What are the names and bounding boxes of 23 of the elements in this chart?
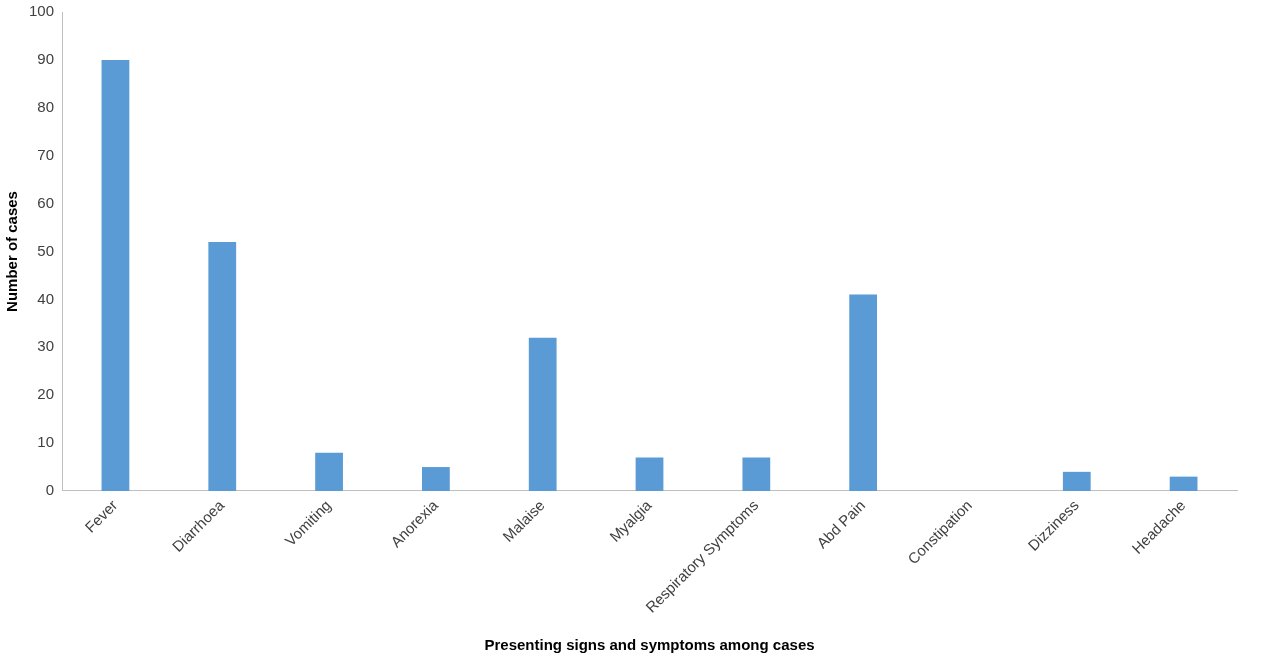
bar bbox=[635, 457, 664, 491]
y-tick-label: 60 bbox=[37, 193, 55, 211]
y-tick-label: 0 bbox=[45, 481, 55, 499]
y-tick-label: 80 bbox=[37, 97, 55, 115]
y-tick-label: 10 bbox=[37, 433, 55, 451]
x-axis-title: Presenting signs and symptoms among cases bbox=[484, 636, 815, 654]
bar bbox=[208, 241, 237, 491]
y-tick-label: 100 bbox=[29, 2, 55, 20]
y-axis-title: Number of cases bbox=[3, 191, 21, 312]
bar bbox=[742, 457, 771, 491]
y-tick-label: 50 bbox=[37, 241, 55, 259]
bar bbox=[1062, 471, 1091, 491]
y-tick-label: 40 bbox=[37, 289, 55, 307]
y-tick-label: 70 bbox=[37, 145, 55, 163]
y-tick-label: 90 bbox=[37, 50, 55, 68]
bar bbox=[1169, 476, 1198, 491]
bar bbox=[101, 59, 130, 491]
bar bbox=[528, 337, 557, 491]
bar bbox=[422, 467, 450, 491]
y-tick-label: 20 bbox=[37, 385, 55, 403]
y-tick-label: 30 bbox=[37, 337, 55, 355]
bar bbox=[849, 294, 878, 491]
bar bbox=[315, 452, 343, 491]
